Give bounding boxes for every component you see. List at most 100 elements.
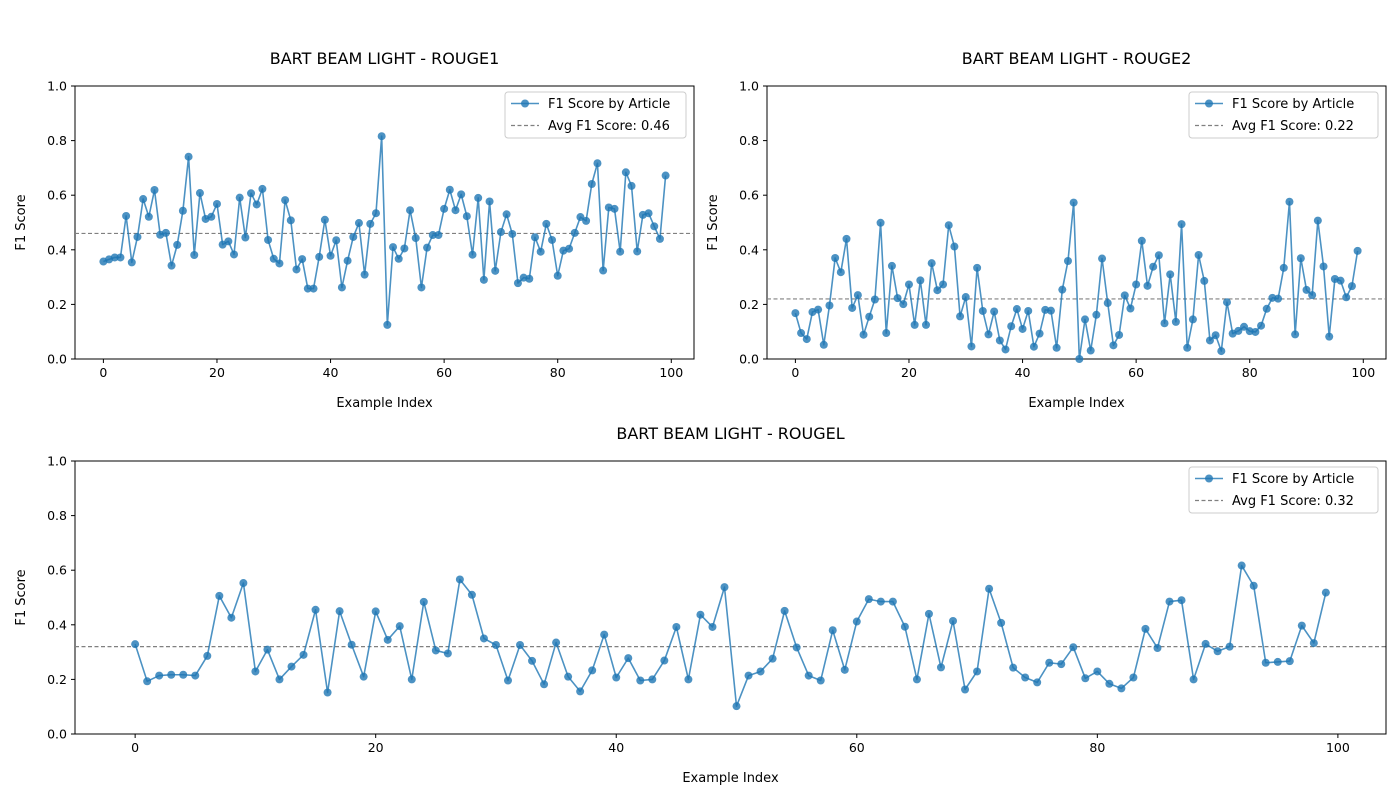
y-tick-label: 0.8 bbox=[47, 508, 67, 523]
data-point bbox=[496, 228, 505, 237]
data-point bbox=[1194, 250, 1203, 259]
data-point bbox=[899, 300, 908, 309]
data-point bbox=[1160, 319, 1169, 328]
data-point bbox=[347, 640, 356, 649]
y-axis-label: F1 Score bbox=[14, 569, 29, 625]
x-tick-label: 60 bbox=[849, 740, 865, 755]
data-point bbox=[227, 613, 236, 622]
data-point bbox=[440, 204, 449, 213]
data-point bbox=[933, 286, 942, 295]
data-point bbox=[552, 638, 561, 647]
data-point bbox=[985, 584, 994, 593]
data-point bbox=[139, 195, 148, 204]
data-point bbox=[950, 242, 959, 251]
legend-average-label: Avg F1 Score: 0.32 bbox=[1232, 494, 1354, 509]
data-point bbox=[1024, 306, 1033, 315]
x-tick-label: 100 bbox=[1351, 365, 1375, 380]
data-point bbox=[633, 247, 642, 256]
x-tick-label: 40 bbox=[323, 365, 339, 380]
data-point bbox=[479, 275, 488, 284]
data-point bbox=[1086, 346, 1095, 355]
data-point bbox=[320, 215, 329, 224]
data-point bbox=[804, 671, 813, 680]
x-tick-label: 0 bbox=[131, 740, 139, 755]
data-point bbox=[1353, 246, 1362, 255]
data-point bbox=[995, 336, 1004, 345]
data-point bbox=[588, 666, 597, 675]
data-point bbox=[1297, 621, 1306, 630]
data-point bbox=[371, 209, 380, 218]
data-point bbox=[455, 575, 464, 584]
data-point bbox=[303, 284, 312, 293]
data-point bbox=[275, 259, 284, 268]
data-point bbox=[565, 244, 574, 253]
data-point bbox=[431, 646, 440, 655]
x-tick-label: 80 bbox=[1242, 365, 1258, 380]
data-point bbox=[155, 671, 164, 680]
data-point bbox=[1117, 684, 1126, 693]
data-point bbox=[660, 656, 669, 665]
data-point bbox=[997, 618, 1006, 627]
data-point bbox=[298, 255, 307, 264]
data-point bbox=[1069, 643, 1078, 652]
data-point bbox=[1149, 262, 1158, 271]
data-point bbox=[916, 276, 925, 285]
data-point bbox=[961, 685, 970, 694]
legend-series-marker bbox=[521, 99, 529, 108]
data-point bbox=[131, 640, 140, 649]
x-axis-label: Example Index bbox=[682, 771, 779, 786]
data-point bbox=[354, 219, 363, 228]
data-point bbox=[1200, 276, 1209, 285]
data-point bbox=[870, 295, 879, 304]
data-point bbox=[1098, 254, 1107, 263]
data-point bbox=[1240, 322, 1249, 331]
x-tick-label: 60 bbox=[436, 365, 452, 380]
y-tick-label: 0.8 bbox=[739, 133, 759, 148]
y-tick-label: 0.2 bbox=[47, 297, 67, 312]
data-point bbox=[1001, 345, 1010, 354]
legend: F1 Score by Article Avg F1 Score: 0.22 bbox=[1188, 91, 1379, 139]
data-point bbox=[1009, 663, 1018, 672]
data-point bbox=[1261, 658, 1270, 667]
data-point bbox=[1321, 588, 1330, 597]
data-point bbox=[939, 280, 948, 289]
data-point bbox=[445, 185, 454, 194]
data-point bbox=[179, 670, 188, 679]
data-point bbox=[848, 303, 857, 312]
data-point bbox=[359, 672, 368, 681]
data-point bbox=[842, 234, 851, 243]
data-point bbox=[1137, 236, 1146, 245]
data-point bbox=[1166, 270, 1175, 279]
data-point bbox=[576, 687, 585, 696]
data-point bbox=[1033, 678, 1042, 687]
data-point bbox=[311, 605, 320, 614]
y-tick-label: 0.6 bbox=[47, 188, 67, 203]
data-point bbox=[1342, 293, 1351, 302]
data-point bbox=[859, 330, 868, 339]
data-point bbox=[600, 630, 609, 639]
data-point bbox=[1213, 647, 1222, 656]
legend-box bbox=[1188, 466, 1379, 514]
data-point bbox=[744, 671, 753, 680]
data-point bbox=[1109, 341, 1118, 350]
data-point bbox=[479, 634, 488, 643]
legend-average-label: Avg F1 Score: 0.46 bbox=[548, 119, 670, 134]
data-point bbox=[973, 263, 982, 272]
data-point bbox=[377, 132, 386, 141]
data-point bbox=[927, 259, 936, 268]
data-point bbox=[1141, 624, 1150, 633]
data-point bbox=[116, 253, 125, 262]
legend-series-label: F1 Score by Article bbox=[1232, 97, 1354, 112]
x-tick-label: 0 bbox=[791, 365, 799, 380]
data-point bbox=[423, 243, 432, 252]
data-point bbox=[1092, 310, 1101, 319]
data-point bbox=[335, 607, 344, 616]
data-point bbox=[1058, 285, 1067, 294]
x-tick-label: 40 bbox=[608, 740, 624, 755]
data-point bbox=[516, 641, 525, 649]
data-point bbox=[241, 233, 250, 242]
data-point bbox=[1336, 276, 1345, 285]
data-point bbox=[275, 675, 284, 684]
data-point bbox=[888, 597, 897, 606]
data-point bbox=[542, 219, 551, 228]
